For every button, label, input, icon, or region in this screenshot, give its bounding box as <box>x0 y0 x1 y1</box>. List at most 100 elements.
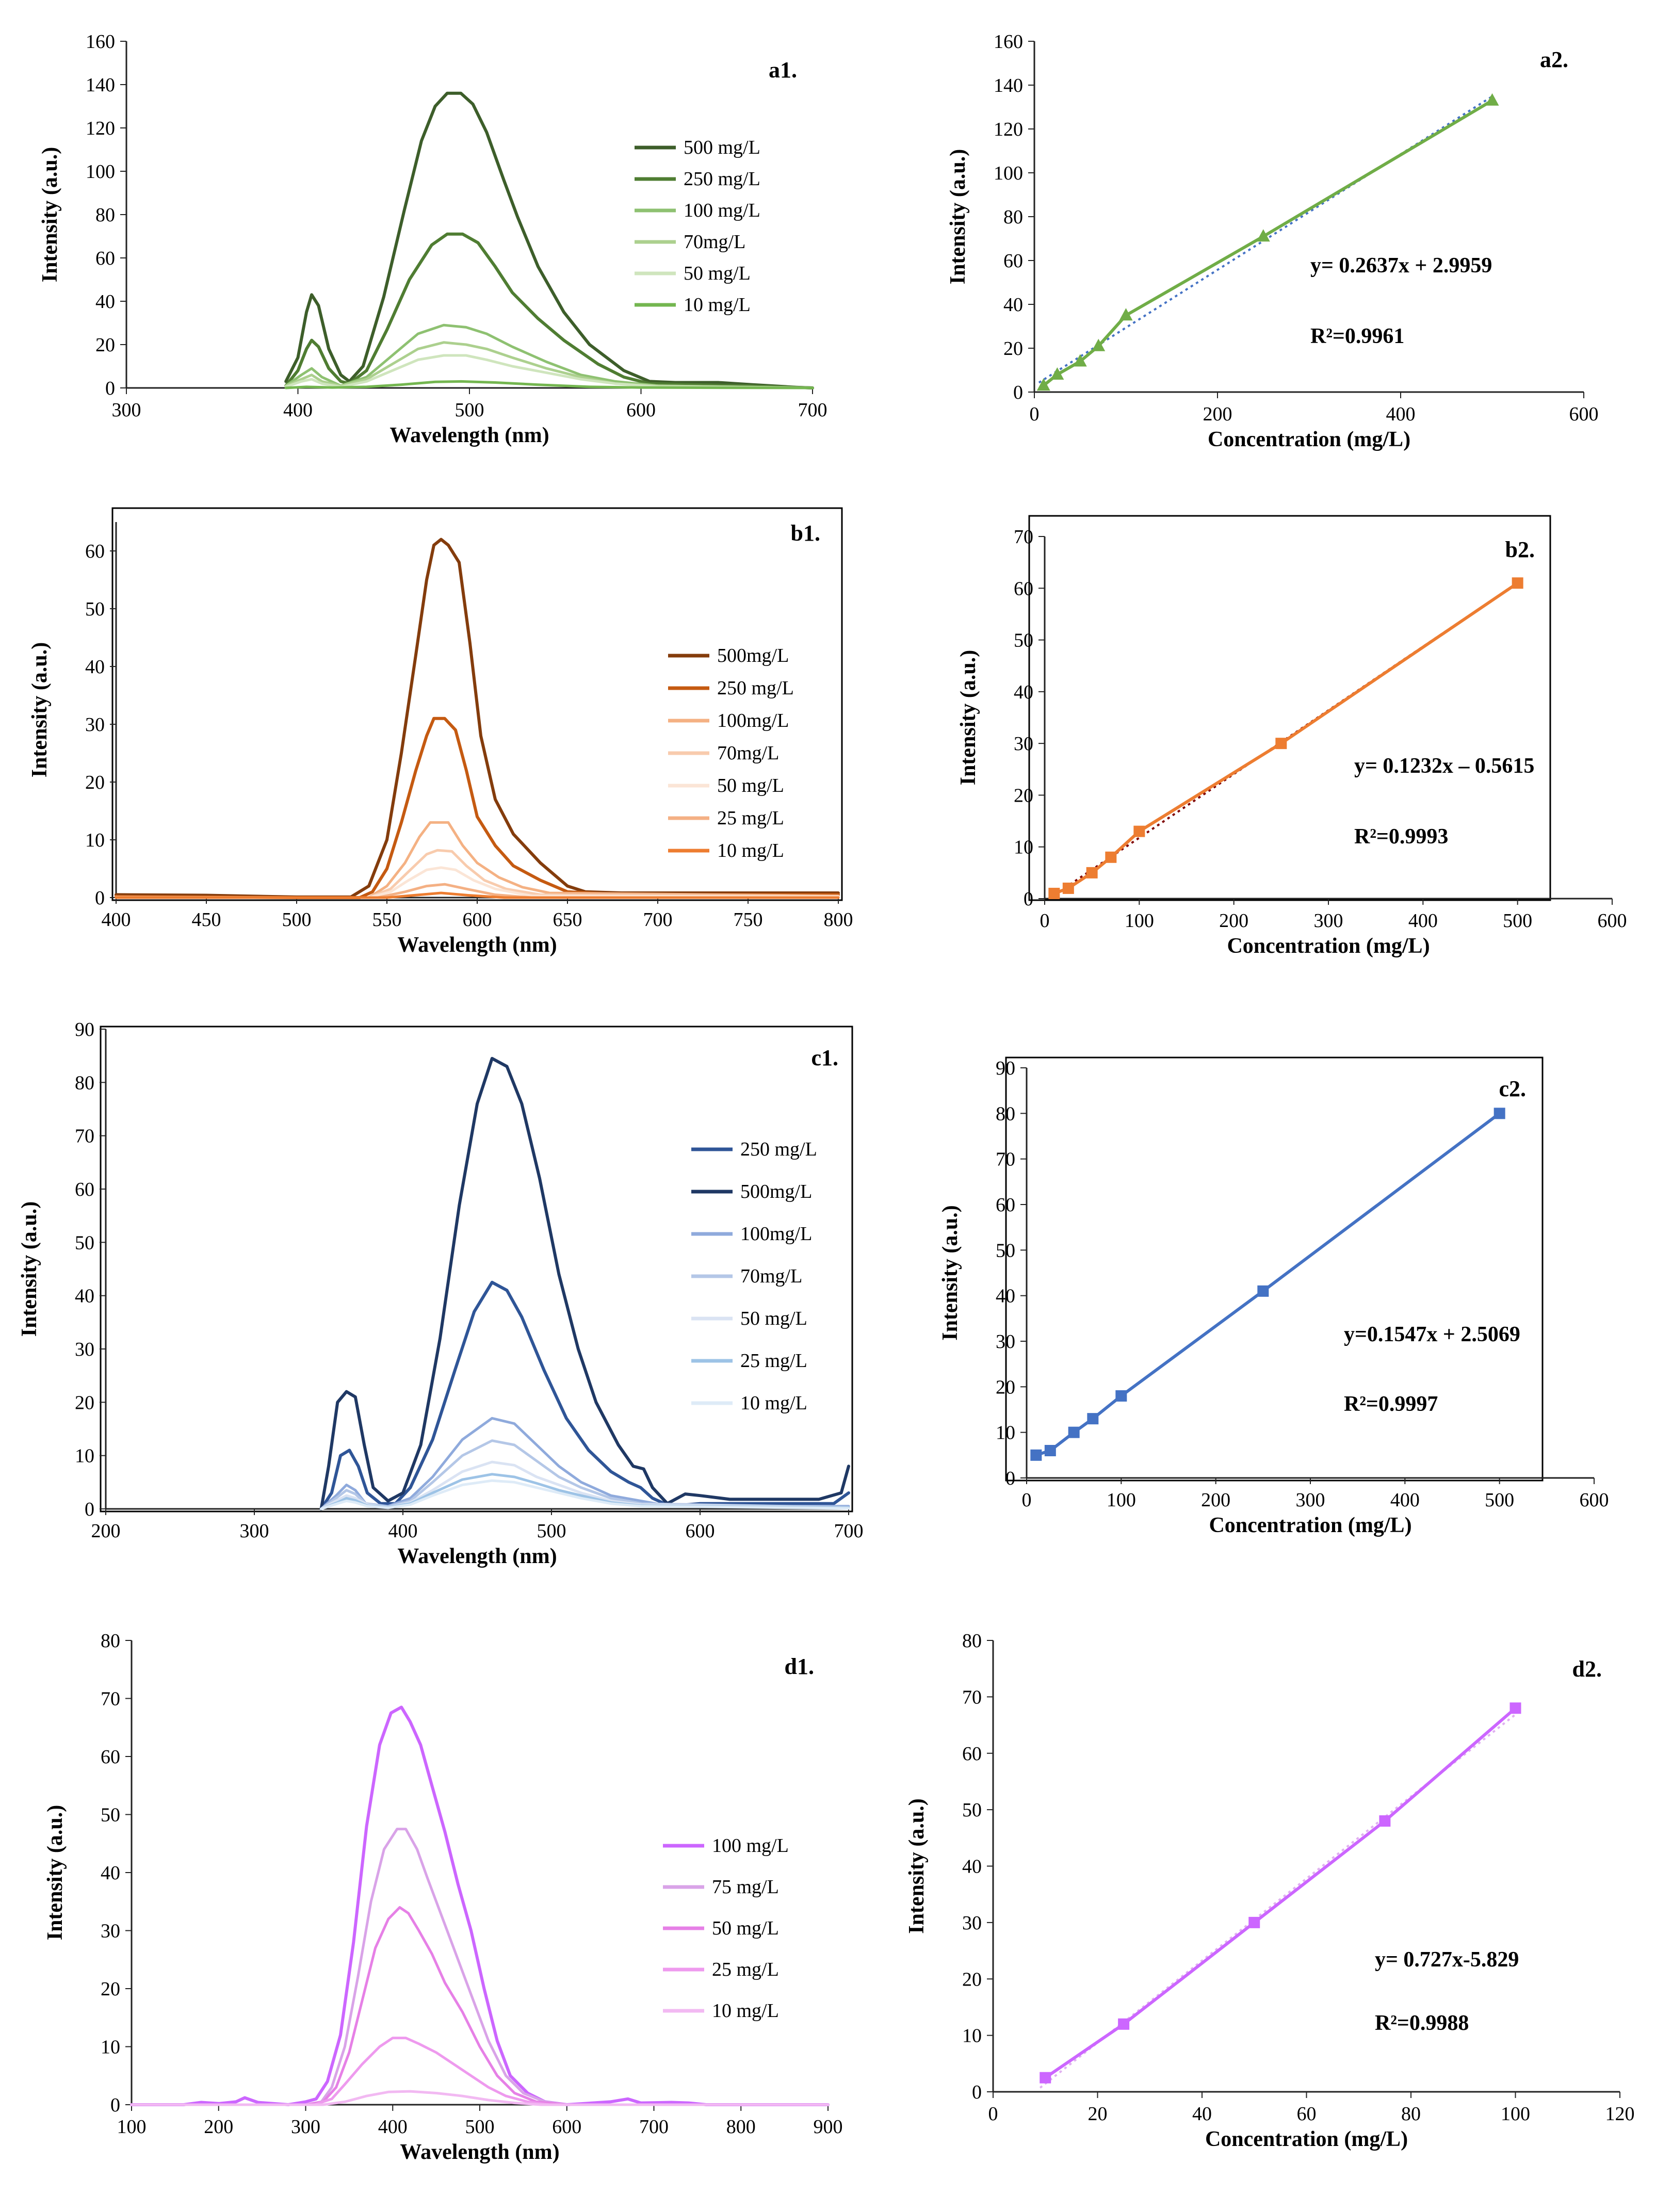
y-tick-label: 90 <box>996 1058 1015 1079</box>
x-axis-title: Wavelength (nm) <box>397 933 557 957</box>
y-tick-label: 50 <box>962 1799 982 1821</box>
data-point <box>1036 378 1050 391</box>
r-squared: R²=0.9993 <box>1354 825 1448 849</box>
y-tick-label: 90 <box>75 1019 94 1040</box>
data-point <box>1092 338 1106 351</box>
y-tick-label: 80 <box>75 1072 94 1094</box>
series-line-50mg-L <box>320 1460 850 1510</box>
series-line-100mg-L <box>320 1417 850 1510</box>
y-axis-title: Intensity (a.u.) <box>18 1201 41 1337</box>
chart-d2: 0 20 40 60 80 100 12001020304050607080Concentr… <box>905 1630 1635 2151</box>
x-tick-label: 600 <box>1580 1489 1609 1511</box>
data-point <box>1248 1916 1260 1928</box>
data-point <box>1048 887 1060 899</box>
y-tick-label: 40 <box>962 1856 982 1878</box>
regression-equation: y= 0.2637x + 2.9959 <box>1310 254 1492 278</box>
data-point <box>1050 367 1064 380</box>
data-point <box>1118 2018 1130 2030</box>
data-point <box>1030 1449 1042 1461</box>
y-tick-label: 30 <box>1014 733 1033 755</box>
x-tick-label: 500 <box>465 2116 495 2138</box>
x-tick-label: 600 <box>463 909 492 931</box>
y-tick-label: 60 <box>1014 578 1033 599</box>
legend-label: 70mg/L <box>740 1265 802 1287</box>
y-axis-title: Intensity (a.u.) <box>938 1205 962 1341</box>
y-tick-label: 100 <box>86 161 115 183</box>
y-axis-title: Intensity (a.u.) <box>28 642 52 778</box>
x-tick-label: 40 <box>1192 2103 1212 2125</box>
x-tick-label: 200 <box>1203 403 1232 425</box>
series-line-100mg-L <box>284 323 814 389</box>
r-squared: R²=0.9961 <box>1310 324 1404 348</box>
y-tick-label: 60 <box>95 248 115 269</box>
panel-label: b1. <box>791 521 820 546</box>
data-point <box>1256 229 1270 242</box>
y-tick-label: 10 <box>75 1445 94 1467</box>
series-line-70mg-L <box>320 1439 850 1510</box>
x-tick-label: 600 <box>1598 910 1627 932</box>
y-tick-label: 70 <box>962 1686 982 1708</box>
data-point <box>1494 1108 1505 1119</box>
y-tick-label: 20 <box>85 772 105 793</box>
x-tick-label: 750 <box>734 909 763 931</box>
x-tick-label: 500 <box>455 399 484 421</box>
y-axis-title: Intensity (a.u.) <box>946 149 970 285</box>
x-tick-label: 120 <box>1605 2103 1635 2125</box>
x-tick-label: 200 <box>1201 1489 1230 1511</box>
data-point <box>1087 1413 1099 1425</box>
x-tick-label: 500 <box>537 1520 566 1542</box>
x-tick-label: 200 <box>204 2116 233 2138</box>
x-tick-label: 450 <box>192 909 221 931</box>
chart-b1: 400 450 500 550 600 650 700 750 800 0 10 20 30 40 50 60… <box>28 507 853 957</box>
data-point <box>1509 1702 1521 1714</box>
chart-b2: 0 100 200 300 400 500 600 0 10 20 30 40 50 60 70 Concen… <box>956 515 1627 958</box>
y-tick-label: 20 <box>962 1969 982 1990</box>
y-tick-label: 30 <box>75 1339 94 1360</box>
data-point <box>1040 2072 1051 2084</box>
y-tick-label: 40 <box>101 1862 120 1884</box>
chart-a2: 0 200 400 600 0 20 40 60 80 100 120 140 160 Concentra… <box>946 31 1599 451</box>
x-tick-label: 400 <box>102 909 131 931</box>
y-tick-label: 70 <box>75 1126 94 1147</box>
x-tick-label: 0 <box>988 2103 998 2125</box>
trendline <box>1049 582 1518 900</box>
data-point <box>1133 825 1145 837</box>
y-tick-label: 80 <box>95 204 115 226</box>
y-tick-label: 20 <box>996 1376 1015 1398</box>
data-point <box>1073 354 1087 367</box>
y-tick-label: 20 <box>75 1392 94 1413</box>
legend-label: 100mg/L <box>740 1223 812 1245</box>
legend-label: 100mg/L <box>717 710 789 731</box>
y-tick-label: 140 <box>86 74 115 96</box>
y-tick-label: 60 <box>996 1194 1015 1216</box>
x-tick-label: 600 <box>1569 403 1599 425</box>
legend-label: 75 mg/L <box>712 1876 779 1898</box>
y-tick-label: 30 <box>101 1921 120 1942</box>
y-tick-label: 10 <box>996 1422 1015 1444</box>
y-tick-label: 40 <box>996 1286 1015 1307</box>
panel-label: c1. <box>811 1045 838 1070</box>
x-tick-label: 600 <box>626 399 656 421</box>
x-tick-label: 400 <box>388 1520 418 1542</box>
y-tick-label: 80 <box>962 1630 982 1652</box>
x-tick-label: 400 <box>1386 403 1416 425</box>
y-tick-label: 30 <box>85 714 105 736</box>
x-axis-title: Concentration (mg/L) <box>1209 1514 1411 1537</box>
y-tick-label: 120 <box>994 119 1023 140</box>
data-point <box>1119 308 1133 321</box>
x-tick-label: 100 <box>1125 910 1154 932</box>
legend-label: 10 mg/L <box>740 1392 807 1414</box>
x-tick-label: 300 <box>1296 1489 1325 1511</box>
regression-equation: y= 0.727x-5.829 <box>1375 1948 1519 1972</box>
series-line-250mg-L <box>284 232 814 389</box>
y-tick-label: 40 <box>85 656 105 678</box>
data-point <box>1068 1426 1080 1438</box>
data-point <box>1257 1285 1269 1297</box>
x-tick-label: 200 <box>1219 910 1248 932</box>
legend-label: 70mg/L <box>717 742 779 764</box>
y-axis-title: Intensity (a.u.) <box>956 650 980 786</box>
x-axis-title: Wavelength (nm) <box>400 2140 559 2164</box>
chart-frame <box>100 1026 853 1512</box>
y-tick-label: 80 <box>1003 206 1023 228</box>
